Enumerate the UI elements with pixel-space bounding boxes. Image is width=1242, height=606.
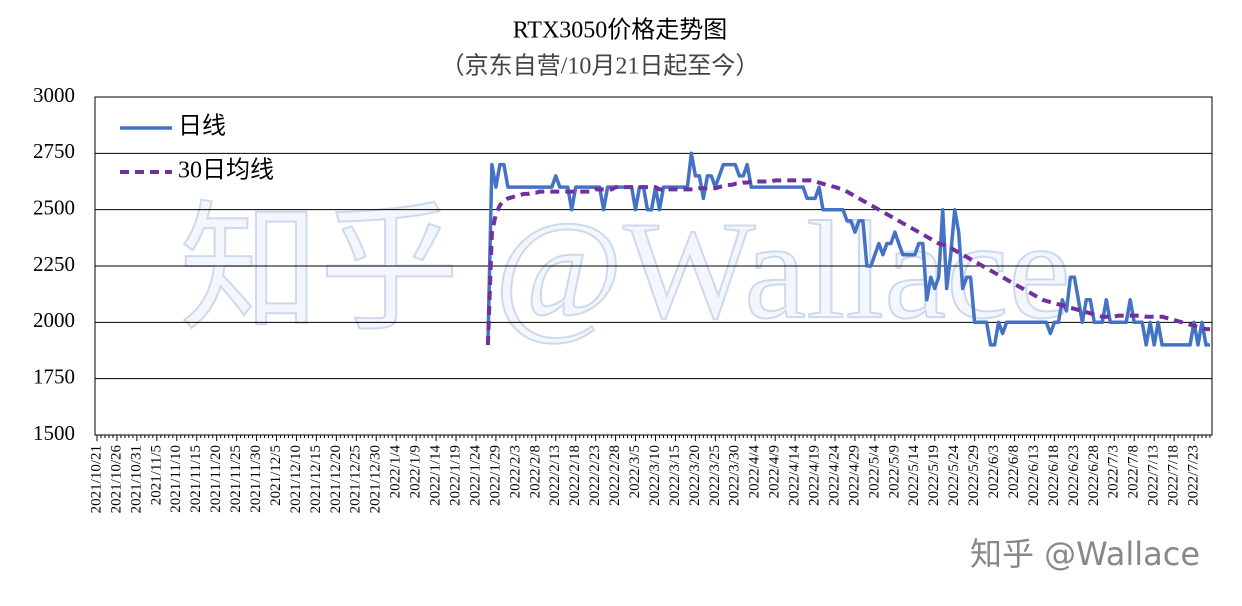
x-tick-label: 2022/2/8 [527,445,543,498]
x-tick-label: 2022/4/14 [787,445,803,506]
x-tick-label: 2021/11/20 [208,445,224,513]
watermark: 知乎 @Wallace [179,193,1070,348]
chart-subtitle: （京东自营/10月21日起至今） [441,53,760,80]
x-tick-label: 2022/5/14 [906,445,922,506]
x-tick-label: 2022/3/5 [627,445,643,498]
x-tick-label: 2022/6/28 [1086,445,1102,506]
x-tick-label: 2022/1/9 [408,445,424,498]
x-tick-label: 2021/12/5 [268,445,284,506]
legend-label: 日线 [178,113,226,140]
x-tick-label: 2022/2/13 [547,445,563,506]
x-tick-label: 2022/5/24 [946,445,962,506]
x-tick-label: 2021/11/10 [168,445,184,513]
x-tick-label: 2022/7/23 [1185,445,1201,506]
x-tick-label: 2022/6/3 [986,445,1002,498]
x-tick-label: 2022/1/4 [388,445,404,499]
x-tick-label: 2022/4/9 [767,445,783,498]
x-tick-label: 2022/6/23 [1066,445,1082,506]
y-tick-label: 2750 [33,139,75,163]
x-tick-label: 2022/2/28 [607,445,623,506]
x-tick-label: 2022/4/24 [826,445,842,506]
x-tick-label: 2022/1/19 [447,445,463,506]
plot-border [94,96,1213,436]
x-tick-label: 2022/6/13 [1026,445,1042,506]
x-tick-label: 2022/5/9 [886,445,902,498]
x-tick-label: 2022/1/24 [467,445,483,506]
x-tick-label: 2022/7/18 [1166,445,1182,506]
x-tick-label: 2022/3/30 [727,445,743,506]
x-tick-label: 2021/11/5 [148,445,164,505]
y-tick-label: 1750 [33,364,75,388]
x-tick-label: 2021/12/25 [348,445,364,513]
x-tick-label: 2022/4/19 [807,445,823,506]
legend-label: 30日均线 [178,157,274,184]
y-tick-label: 2000 [33,308,75,332]
x-tick-label: 2022/4/4 [747,445,763,499]
x-tick-label: 2022/1/14 [428,445,444,506]
x-tick-label: 2021/12/30 [368,445,384,513]
y-tick-label: 2250 [33,252,75,276]
chart-title: RTX3050价格走势图 [513,17,728,44]
x-tick-label: 2021/12/15 [308,445,324,513]
x-tick-label: 2022/7/8 [1126,445,1142,498]
x-tick-label: 2022/5/29 [966,445,982,506]
x-tick-label: 2022/5/19 [926,445,942,506]
x-tick-label: 2021/11/30 [248,445,264,513]
x-tick-label: 2022/2/23 [587,445,603,506]
x-tick-label: 2022/7/13 [1146,445,1162,506]
x-tick-label: 2022/5/4 [866,445,882,499]
credit: 知乎 @Wallace [970,535,1200,573]
x-tick-label: 2022/7/3 [1106,445,1122,498]
series-line [485,178,1210,345]
x-tick-label: 2021/12/20 [328,445,344,513]
x-tick-label: 2022/4/29 [846,445,862,506]
y-tick-label: 2500 [33,195,75,219]
x-tick-label: 2021/10/21 [88,445,104,513]
x-tick-label: 2022/6/18 [1046,445,1062,506]
x-tick-label: 2021/11/15 [188,445,204,513]
x-tick-label: 2022/1/29 [487,445,503,506]
y-tick-label: 1500 [33,421,75,445]
x-tick-label: 2021/10/31 [128,445,144,513]
x-tick-label: 2022/3/15 [667,445,683,506]
x-tick-label: 2021/12/10 [288,445,304,513]
series-line [486,151,1210,347]
x-tick-label: 2022/2/18 [567,445,583,506]
y-tick-label: 3000 [33,83,75,107]
x-tick-label: 2022/3/20 [687,445,703,506]
x-tick-label: 2021/10/26 [108,445,124,514]
x-tick-label: 2021/11/25 [228,445,244,513]
x-tick-label: 2022/3/10 [647,445,663,506]
x-tick-label: 2022/3/25 [707,445,723,506]
x-tick-label: 2022/6/8 [1006,445,1022,498]
x-tick-label: 2022/2/3 [507,445,523,498]
